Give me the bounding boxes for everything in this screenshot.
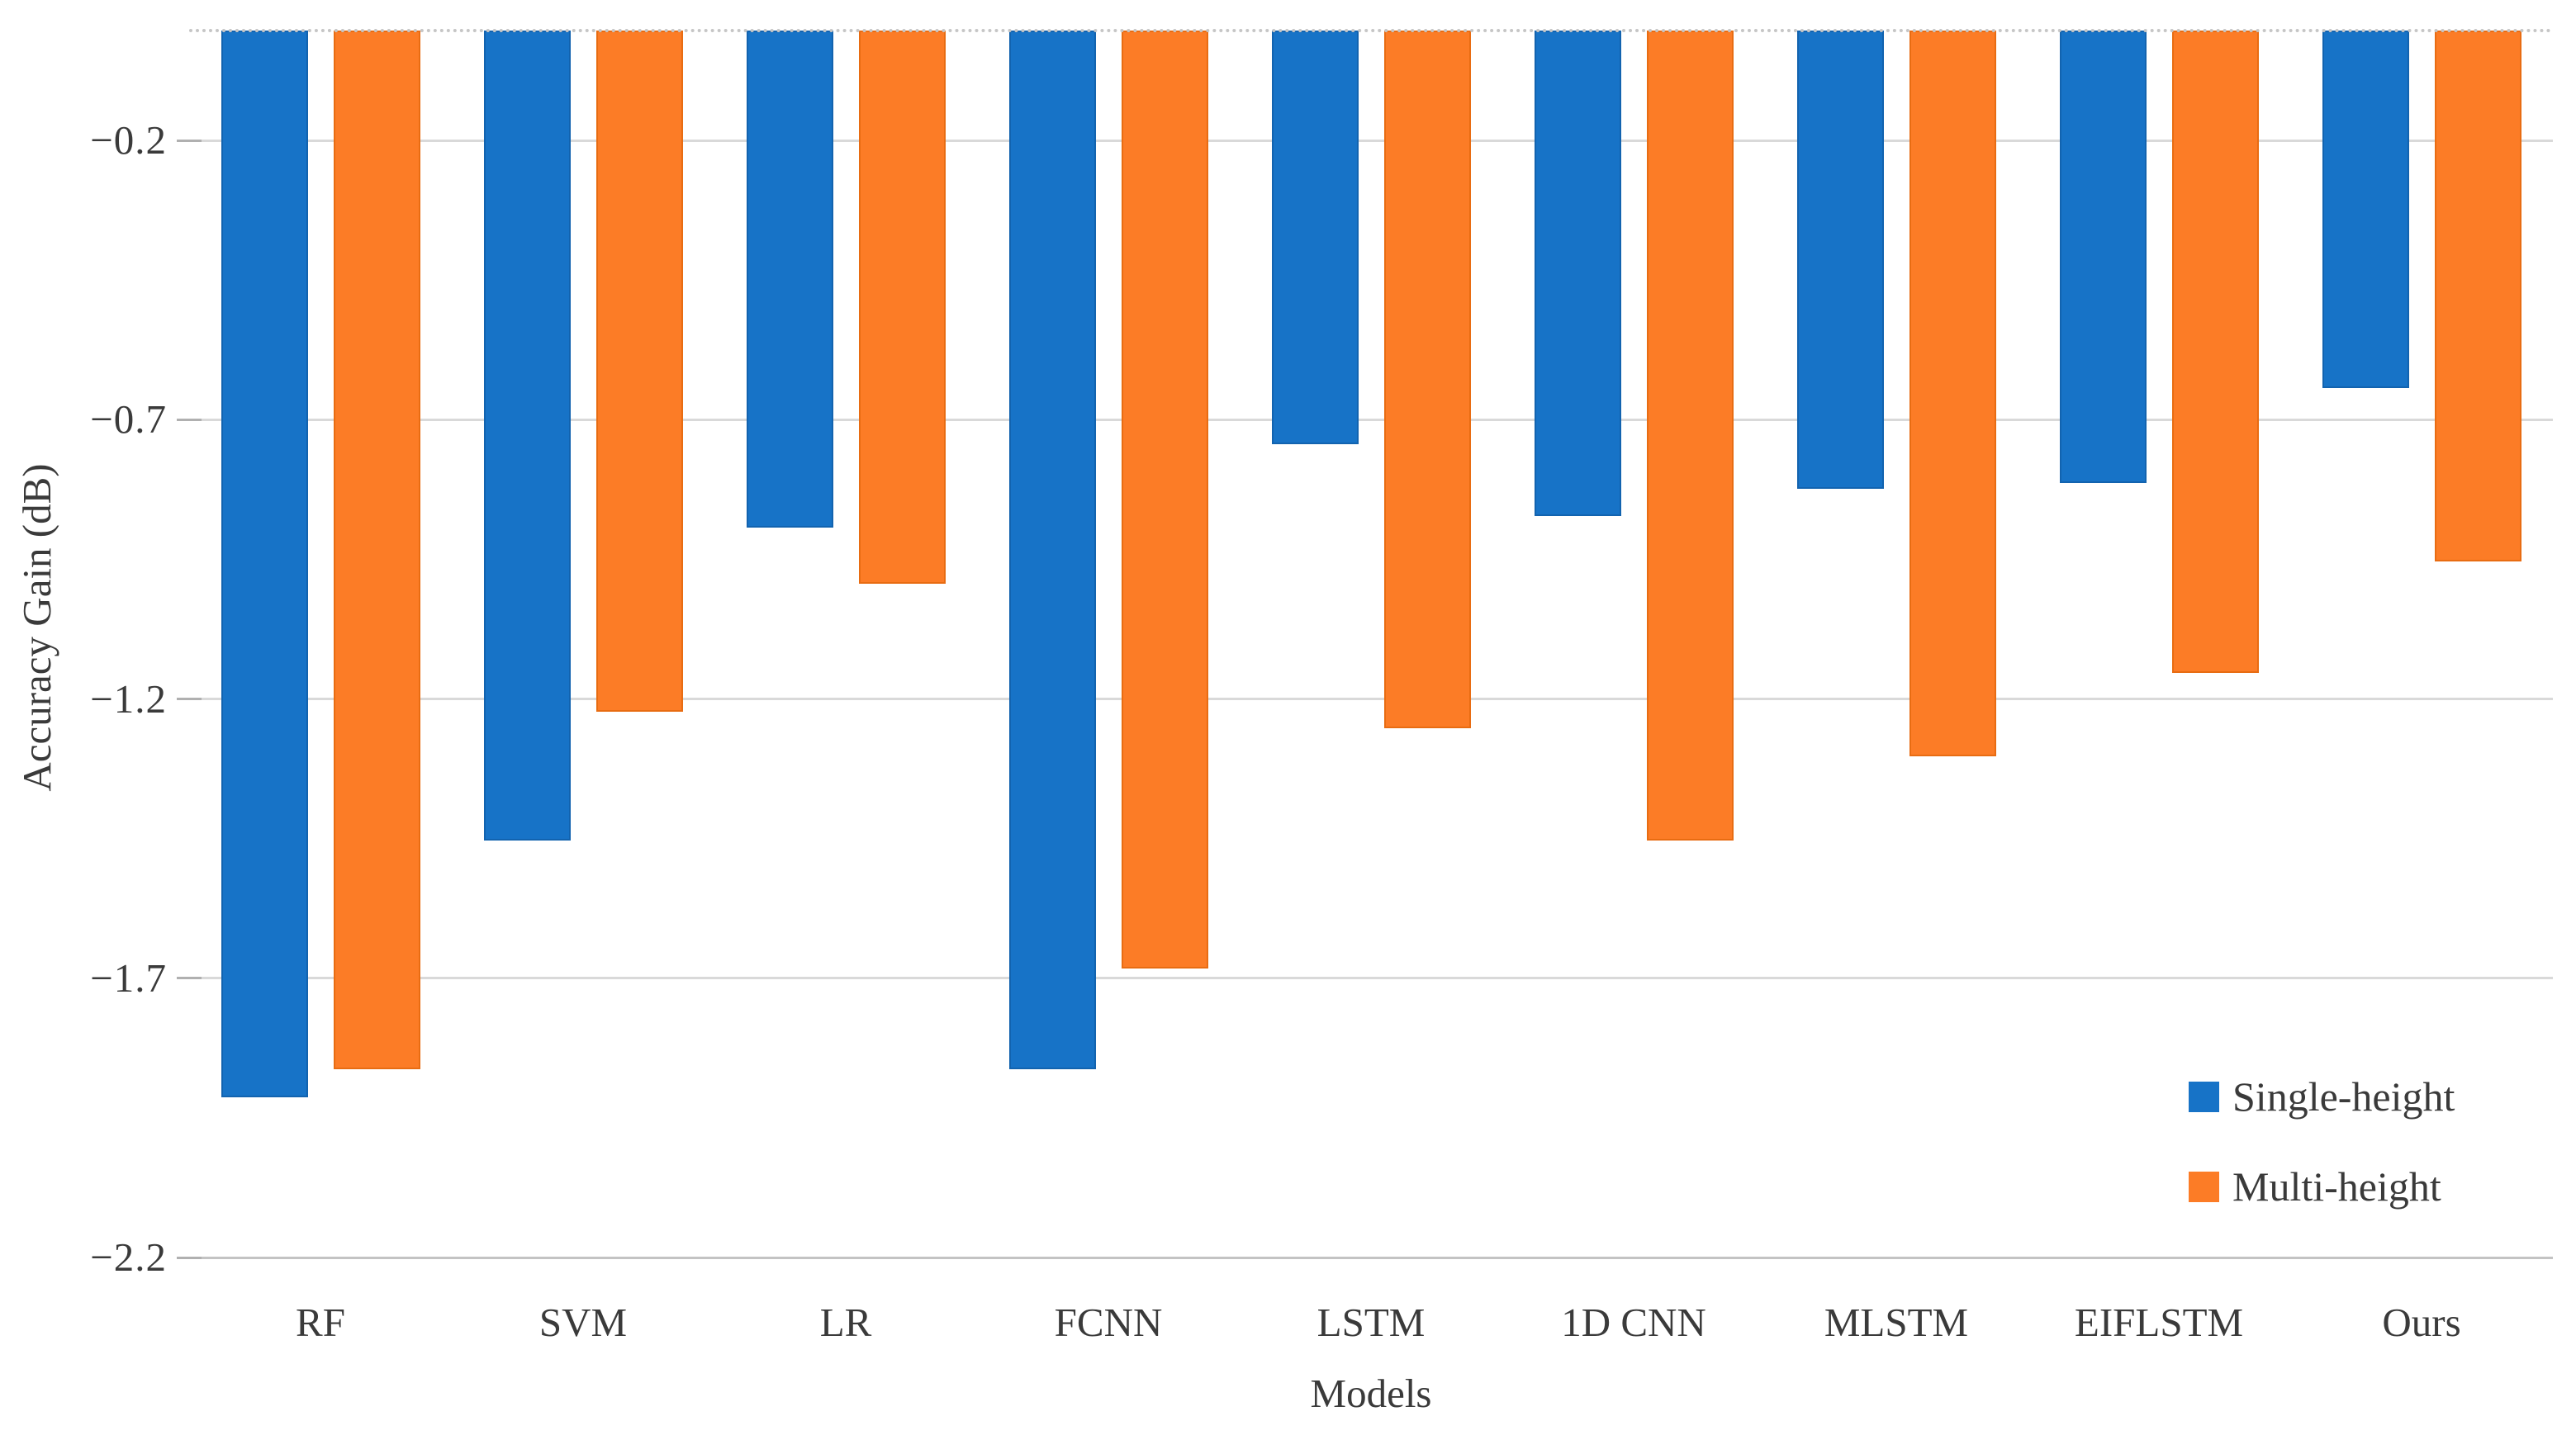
bar-single-height-1d-cnn [1534,31,1621,516]
bar-single-height-rf [221,31,308,1097]
y-tick-label--1.2: −1.2 [90,675,167,722]
zero-baseline-dotted-line [189,29,2553,32]
y-tick-mark--2.2 [177,1256,202,1259]
y-tick-mark--1.2 [177,698,202,701]
legend-item-multi-height: Multi-height [2189,1163,2455,1210]
bar-multi-height-lr [858,31,946,584]
y-tick-mark--1.7 [177,977,202,980]
legend: Single-height Multi-height [2189,1073,2455,1253]
x-tick-label-svm: SVM [538,1300,628,1345]
legend-label-single-height: Single-height [2232,1073,2455,1120]
bar-single-height-lstm [1271,31,1359,444]
plot-area [189,29,2553,1259]
bar-single-height-mlstm [1796,31,1884,489]
gridline--0.7 [189,418,2553,421]
gridline--1.7 [189,977,2553,980]
bar-single-height-ours [2322,31,2409,388]
legend-swatch-multi-height [2189,1171,2219,1202]
y-tick-label--1.7: −1.7 [90,954,167,1001]
x-tick-label-eiflstm: EIFLSTM [2074,1300,2244,1345]
bar-single-height-lr [746,31,833,528]
bar-multi-height-1d-cnn [1646,31,1734,841]
bar-multi-height-ours [2434,31,2521,561]
legend-label-multi-height: Multi-height [2232,1163,2441,1210]
x-tick-label-ours: Ours [2382,1300,2461,1345]
bar-multi-height-svm [595,31,683,712]
y-tick-mark--0.2 [177,139,202,142]
bar-multi-height-eiflstm [2171,31,2259,673]
y-tick-label--2.2: −2.2 [90,1234,167,1280]
x-tick-label-fcnn: FCNN [1054,1300,1163,1345]
bar-multi-height-rf [333,31,420,1069]
legend-swatch-single-height [2189,1081,2219,1112]
bar-multi-height-lstm [1383,31,1471,728]
legend-item-single-height: Single-height [2189,1073,2455,1120]
gridline--0.2 [189,139,2553,142]
x-tick-label-mlstm: MLSTM [1824,1300,1969,1345]
y-axis-title: Accuracy Gain (dB) [14,463,59,792]
x-tick-label-lstm: LSTM [1316,1300,1426,1345]
x-axis-title: Models [1310,1371,1432,1416]
x-tick-label-1d-cnn: 1D CNN [1561,1300,1706,1345]
gridline--1.2 [189,698,2553,701]
bar-single-height-eiflstm [2059,31,2147,483]
y-tick-mark--0.7 [177,418,202,421]
bar-multi-height-mlstm [1909,31,1996,756]
bar-single-height-fcnn [1008,31,1096,1069]
x-tick-label-rf: RF [296,1300,345,1345]
y-tick-label--0.2: −0.2 [90,117,167,163]
y-tick-label--0.7: −0.7 [90,396,167,443]
bar-multi-height-fcnn [1121,31,1208,969]
x-tick-label-lr: LR [819,1300,872,1345]
gridline--2.2 [189,1256,2553,1259]
bar-single-height-svm [483,31,571,841]
